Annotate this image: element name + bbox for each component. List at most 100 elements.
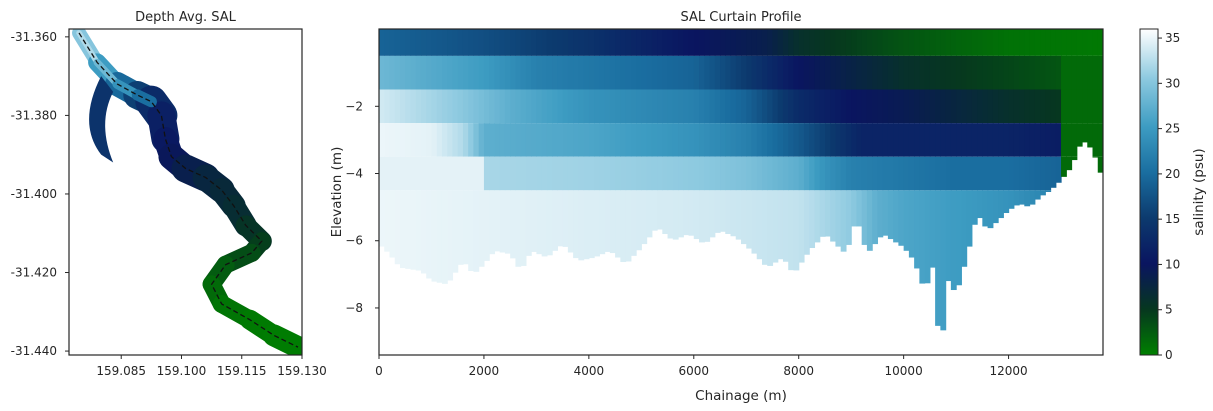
curtain-cell [630, 156, 637, 191]
curtain-cell [950, 156, 957, 191]
curtain-cell [531, 55, 537, 90]
curtain-cell [840, 89, 847, 124]
curtain-cell [683, 29, 690, 56]
curtain-cell [987, 190, 994, 229]
curtain-cell [573, 55, 579, 90]
curtain-cell [741, 55, 747, 90]
curtain-cell [741, 156, 747, 191]
curtain-cell [578, 123, 585, 157]
curtain-cell [452, 29, 459, 56]
curtain-cell [693, 55, 700, 90]
curtain-cell [735, 55, 742, 90]
curtain-cell [956, 29, 962, 56]
curtain-cell [735, 123, 742, 157]
curtain-cell [567, 55, 574, 90]
curtain-cell [992, 156, 999, 191]
curtain-cell [903, 29, 910, 56]
curtain-cell [693, 29, 700, 56]
curtain-cell [761, 55, 768, 90]
curtain-cell [583, 156, 590, 191]
curtain-cell [893, 156, 899, 191]
curtain-cell [379, 156, 385, 191]
curtain-cell [908, 156, 915, 191]
curtain-cell [541, 55, 548, 90]
curtain-cell [604, 190, 611, 252]
curtain-cell [767, 89, 774, 124]
curtain-cell [903, 89, 910, 124]
curtain-cell [914, 156, 920, 191]
curtain-cell [620, 156, 627, 191]
curtain-cell [861, 156, 868, 191]
curtain-cell [1019, 29, 1025, 56]
curtain-cell [914, 89, 920, 124]
curtain-cell [420, 156, 427, 191]
curtain-cell [672, 29, 679, 56]
curtain-cell [473, 89, 480, 124]
curtain-cell [887, 55, 894, 90]
curtain-cell [667, 29, 674, 56]
curtain-cell [893, 123, 899, 157]
curtain-cell [1087, 123, 1094, 148]
curtain-cell [630, 190, 637, 256]
curtain-cell [950, 29, 957, 56]
curtain-cell [693, 123, 700, 157]
curtain-cell [782, 190, 789, 262]
curtain-cell [1087, 89, 1094, 124]
curtain-cell [583, 123, 590, 157]
curtain-cell [1055, 123, 1062, 157]
curtain-cell [830, 190, 837, 242]
curtain-cell [819, 190, 826, 237]
curtain-cell [709, 156, 716, 191]
curtain-cell [741, 123, 747, 157]
curtain-cell [379, 89, 385, 124]
curtain-cell [851, 190, 858, 227]
curtain-cell [830, 89, 837, 124]
curtain-cell [567, 123, 574, 157]
curtain-cell [929, 123, 936, 157]
curtain-cell [782, 123, 789, 157]
curtain-cell [657, 55, 663, 90]
curtain-cell [861, 123, 868, 157]
curtain-cell [835, 55, 842, 90]
curtain-cell [604, 156, 611, 191]
curtain-cell [1066, 156, 1073, 171]
curtain-cell [824, 123, 831, 157]
curtain-cell [379, 123, 385, 157]
curtain-cell [578, 29, 585, 56]
curtain-cell [546, 156, 553, 191]
curtain-cell [636, 123, 642, 157]
curtain-cell [525, 89, 532, 124]
curtain-cell [845, 123, 852, 157]
curtain-cell [693, 89, 700, 124]
curtain-cell [499, 89, 506, 124]
curtain-cell [1029, 55, 1036, 90]
curtain-cell [399, 123, 406, 157]
curtain-cell [798, 123, 805, 157]
map-title: Depth Avg. SAL [135, 10, 236, 25]
curtain-cell [562, 156, 569, 191]
curtain-cell [720, 123, 726, 157]
curtain-cell [615, 89, 621, 124]
curtain-cell [541, 190, 548, 257]
curtain-cell [898, 190, 905, 246]
curtain-cell [473, 123, 480, 157]
curtain-cell [441, 29, 448, 56]
curtain-cell [1003, 123, 1010, 157]
curtain-cell [494, 123, 501, 157]
curtain-cell [935, 156, 941, 191]
curtain-cell [992, 123, 999, 157]
curtain-cell [971, 29, 978, 56]
curtain-cell [1034, 156, 1041, 191]
curtain-cell [824, 190, 831, 237]
curtain-cell [887, 89, 894, 124]
curtain-cell [683, 89, 690, 124]
curtain-cell [835, 29, 842, 56]
curtain-cell [468, 190, 475, 271]
curtain-cell [441, 89, 448, 124]
curtain-cell [1029, 190, 1036, 205]
curtain-cell [599, 190, 606, 255]
curtain-cell [992, 190, 999, 224]
curtain-cell [893, 190, 899, 243]
curtain-cell [830, 156, 837, 191]
curtain-cell [468, 55, 475, 90]
